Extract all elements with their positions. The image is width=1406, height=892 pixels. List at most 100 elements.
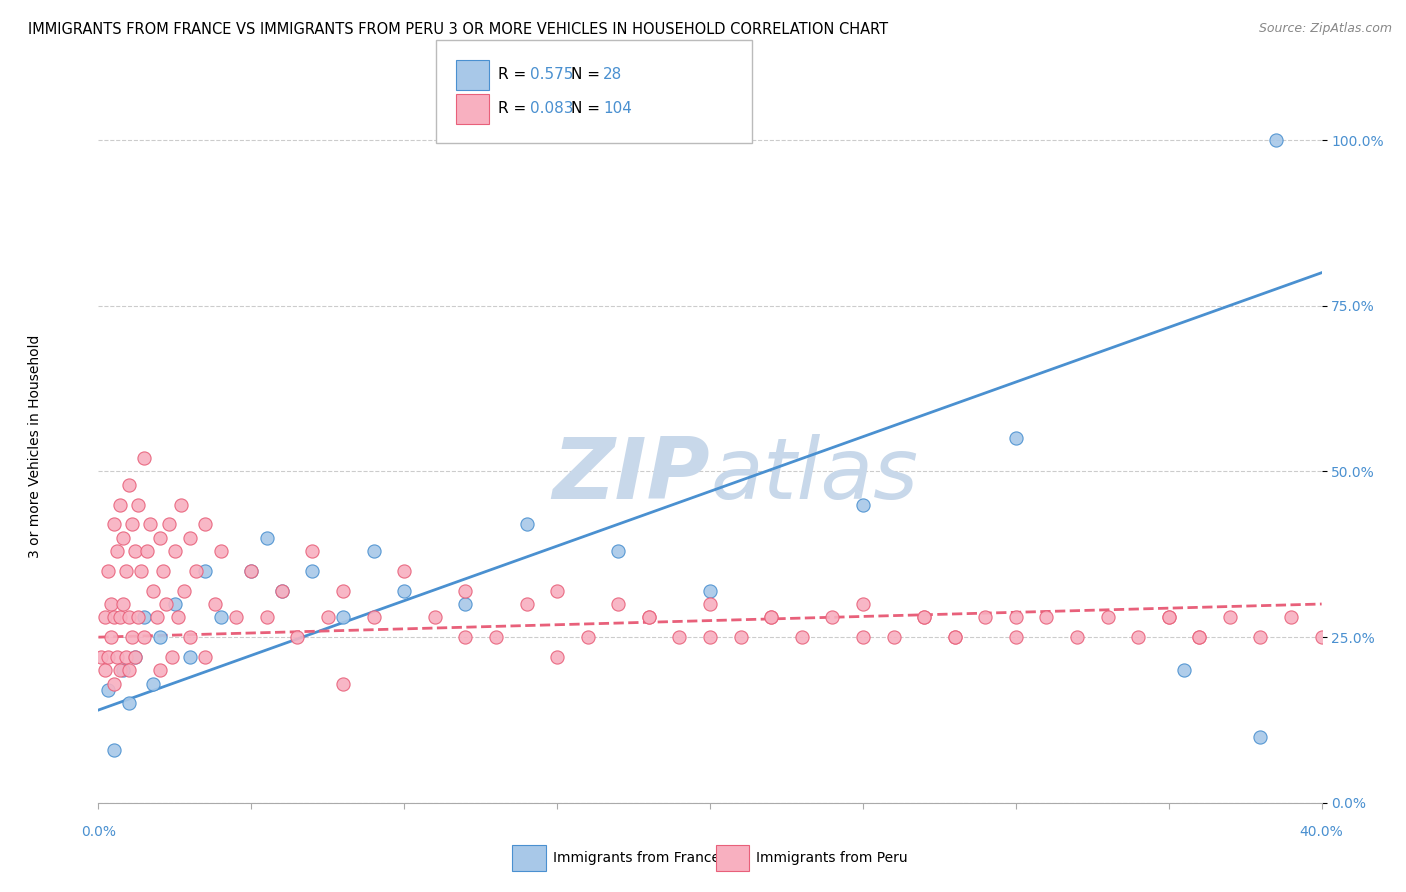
Text: N =: N =: [571, 68, 605, 82]
Point: [170, 498, 193, 512]
Point: [1004, 610, 1026, 624]
Point: [118, 477, 141, 491]
Point: [1004, 431, 1026, 445]
Point: [121, 630, 143, 644]
Point: [103, 743, 125, 757]
Text: ZIP: ZIP: [553, 434, 710, 517]
Point: [1157, 610, 1180, 624]
Point: [332, 610, 354, 624]
Point: [761, 610, 783, 624]
Point: [97, 650, 120, 665]
Point: [167, 610, 190, 624]
Point: [103, 610, 125, 624]
Text: Source: ZipAtlas.com: Source: ZipAtlas.com: [1258, 22, 1392, 36]
Point: [516, 517, 538, 532]
Point: [134, 451, 156, 466]
Point: [485, 630, 508, 644]
Point: [108, 663, 131, 677]
Point: [256, 610, 278, 624]
Point: [576, 630, 599, 644]
Point: [821, 610, 844, 624]
Point: [316, 610, 339, 624]
Point: [179, 531, 201, 545]
Point: [145, 610, 167, 624]
Point: [124, 544, 146, 558]
Point: [301, 544, 323, 558]
Point: [163, 544, 186, 558]
Text: 0.575: 0.575: [530, 68, 574, 82]
Point: [943, 630, 966, 644]
Point: [173, 583, 195, 598]
Point: [974, 610, 997, 624]
Text: Immigrants from Peru: Immigrants from Peru: [756, 851, 908, 865]
Point: [668, 630, 690, 644]
Point: [139, 517, 162, 532]
Point: [194, 650, 217, 665]
Point: [149, 630, 172, 644]
Point: [1128, 630, 1150, 644]
Text: 28: 28: [603, 68, 623, 82]
Point: [118, 663, 141, 677]
Point: [111, 531, 134, 545]
Point: [1173, 663, 1195, 677]
Point: [157, 517, 180, 532]
Point: [1264, 133, 1286, 147]
Point: [363, 544, 385, 558]
Point: [883, 630, 905, 644]
Point: [730, 630, 752, 644]
Text: Immigrants from France: Immigrants from France: [553, 851, 720, 865]
Point: [761, 610, 783, 624]
Point: [699, 630, 721, 644]
Point: [155, 597, 177, 611]
Point: [142, 583, 165, 598]
Point: [194, 517, 217, 532]
Point: [240, 564, 263, 578]
Point: [179, 650, 201, 665]
Point: [129, 564, 152, 578]
Point: [852, 498, 875, 512]
Point: [256, 531, 278, 545]
Point: [115, 650, 138, 665]
Point: [1219, 610, 1241, 624]
Point: [152, 564, 174, 578]
Point: [699, 597, 721, 611]
Point: [194, 564, 217, 578]
Text: IMMIGRANTS FROM FRANCE VS IMMIGRANTS FROM PERU 3 OR MORE VEHICLES IN HOUSEHOLD C: IMMIGRANTS FROM FRANCE VS IMMIGRANTS FRO…: [28, 22, 889, 37]
Point: [454, 630, 477, 644]
Point: [108, 610, 131, 624]
Point: [225, 610, 247, 624]
Point: [149, 531, 172, 545]
Point: [1157, 610, 1180, 624]
Point: [912, 610, 935, 624]
Point: [546, 583, 568, 598]
Point: [97, 683, 120, 698]
Point: [127, 610, 149, 624]
Point: [546, 650, 568, 665]
Point: [790, 630, 813, 644]
Point: [1310, 630, 1333, 644]
Point: [134, 610, 156, 624]
Point: [270, 583, 294, 598]
Point: [454, 597, 477, 611]
Point: [943, 630, 966, 644]
Point: [1035, 610, 1057, 624]
Point: [423, 610, 446, 624]
Point: [115, 564, 138, 578]
Point: [332, 676, 354, 690]
Point: [97, 564, 120, 578]
Point: [637, 610, 661, 624]
Point: [852, 630, 875, 644]
Point: [111, 663, 134, 677]
Point: [209, 610, 232, 624]
Point: [93, 610, 115, 624]
Point: [118, 610, 141, 624]
Point: [1279, 610, 1302, 624]
Point: [124, 650, 146, 665]
Point: [118, 697, 141, 711]
Point: [454, 583, 477, 598]
Point: [607, 544, 630, 558]
Point: [108, 498, 131, 512]
Point: [240, 564, 263, 578]
Text: 104: 104: [603, 102, 633, 116]
Point: [93, 663, 115, 677]
